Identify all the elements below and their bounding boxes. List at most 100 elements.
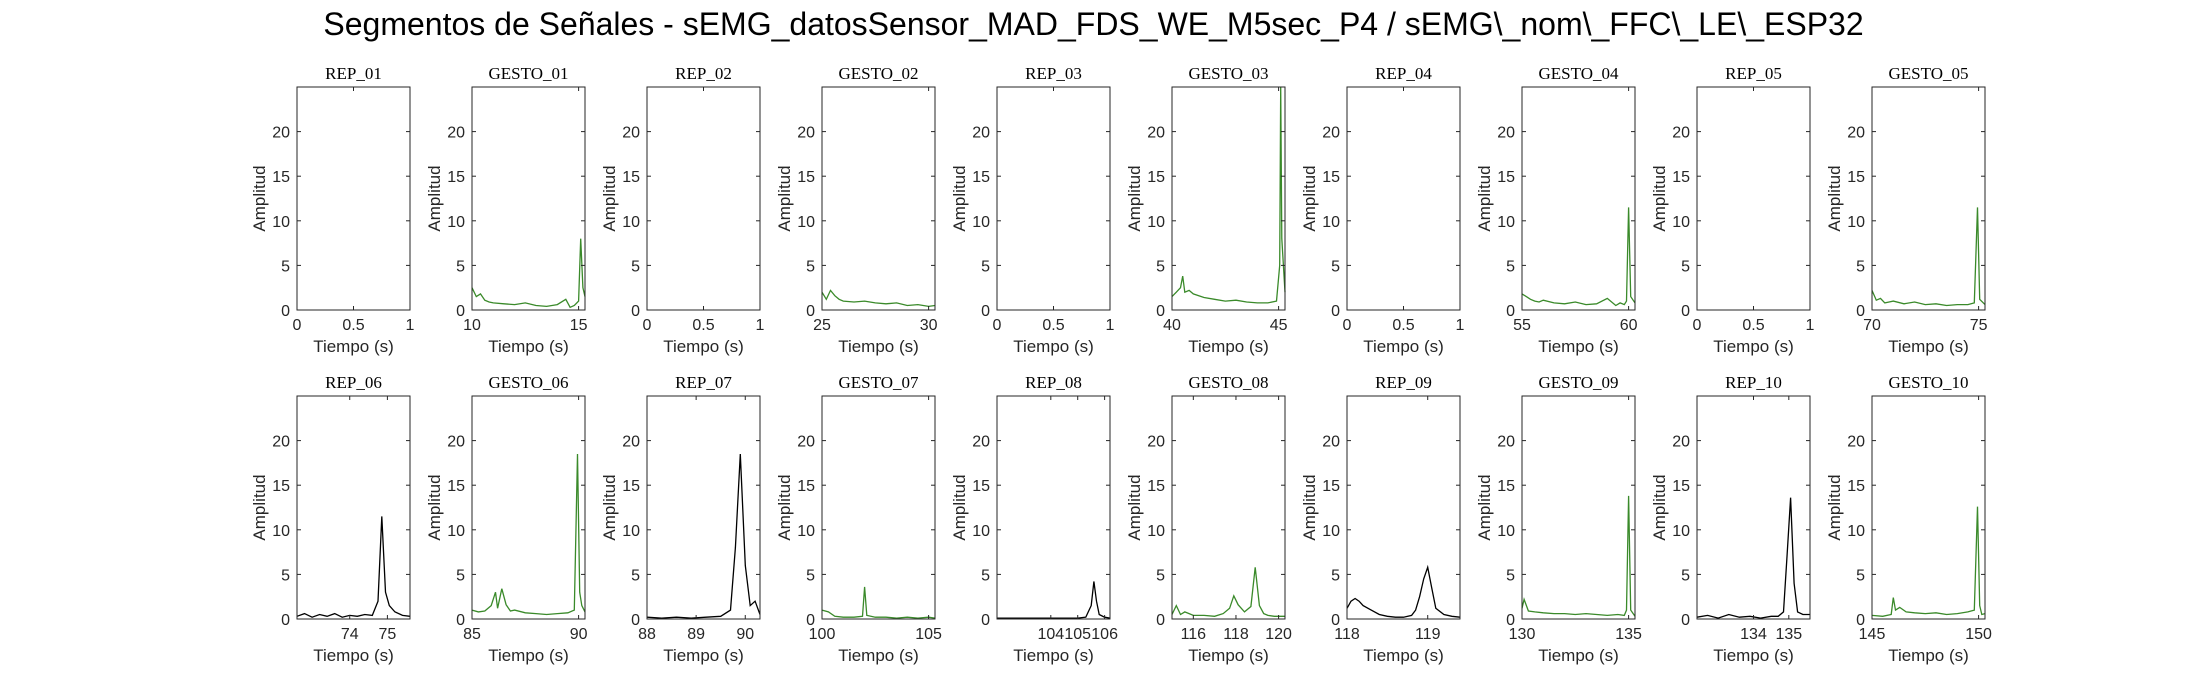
gesto-03-signal-line bbox=[1171, 86, 1286, 304]
rep-04-ytick-label: 20 bbox=[1322, 125, 1340, 142]
rep-06-ytick-label: 20 bbox=[272, 434, 290, 451]
rep-02-ytick-label: 15 bbox=[622, 169, 640, 186]
rep-05-ytick-label: 20 bbox=[1672, 125, 1690, 142]
rep-09-axes-box bbox=[1346, 395, 1461, 620]
rep-03-ytick-label: 20 bbox=[972, 125, 990, 142]
rep-01-title: REP_01 bbox=[325, 64, 382, 83]
rep-04-ytick-label: 5 bbox=[1331, 258, 1340, 275]
rep-03-title: REP_03 bbox=[1025, 64, 1082, 83]
gesto-07-ytick-label: 5 bbox=[806, 567, 815, 584]
rep-05-axes-box bbox=[1696, 86, 1811, 311]
gesto-09-xtick-label: 130 bbox=[1509, 626, 1536, 643]
gesto-08-ytick-label: 0 bbox=[1156, 612, 1165, 629]
rep-03-ylabel: Amplitud bbox=[950, 165, 969, 231]
gesto-01-signal-line bbox=[471, 238, 586, 309]
rep-05-ytick-label: 0 bbox=[1681, 303, 1690, 320]
gesto-05-xtick-label: 75 bbox=[1970, 317, 1988, 334]
gesto-09-ytick-label: 5 bbox=[1506, 567, 1515, 584]
gesto-10-ytick-label: 0 bbox=[1856, 612, 1865, 629]
rep-03-xtick-label: 1 bbox=[1106, 317, 1115, 334]
gesto-01-xtick-label: 15 bbox=[570, 317, 588, 334]
gesto-02-xtick-label: 30 bbox=[920, 317, 938, 334]
rep-07-ytick-label: 20 bbox=[622, 434, 640, 451]
rep-01-xtick-label: 1 bbox=[406, 317, 415, 334]
subplot-gesto-01: 0 5 10 15 20 10 15 GESTO_01 Tiempo (s) Amplitud bbox=[425, 64, 588, 356]
subplot-rep-02: 0 5 10 15 20 0 0.5 1 REP_02 Tiempo (s) Amplitud bbox=[600, 64, 765, 356]
rep-09-title: REP_09 bbox=[1375, 373, 1432, 392]
rep-01-ytick-label: 10 bbox=[272, 214, 290, 231]
rep-03-axes-box bbox=[996, 86, 1111, 311]
gesto-05-ytick-label: 15 bbox=[1847, 169, 1865, 186]
subplot-gesto-06: 0 5 10 15 20 85 90 GESTO_06 Tiempo (s) Amplitud bbox=[425, 373, 588, 665]
rep-04-ytick-label: 0 bbox=[1331, 303, 1340, 320]
rep-10-xtick-label: 134 bbox=[1740, 626, 1767, 643]
gesto-04-signal-line bbox=[1521, 207, 1636, 307]
rep-03-xtick-label: 0 bbox=[993, 317, 1002, 334]
subplot-rep-04: 0 5 10 15 20 0 0.5 1 REP_04 Tiempo (s) Amplitud bbox=[1300, 64, 1465, 356]
gesto-05-ytick-label: 5 bbox=[1856, 258, 1865, 275]
rep-06-ytick-label: 10 bbox=[272, 523, 290, 540]
gesto-05-xtick-label: 70 bbox=[1863, 317, 1881, 334]
gesto-10-title: GESTO_10 bbox=[1889, 373, 1969, 392]
rep-02-xtick-label: 1 bbox=[756, 317, 765, 334]
gesto-03-ytick-label: 15 bbox=[1147, 169, 1165, 186]
rep-06-xtick-label: 75 bbox=[379, 626, 397, 643]
rep-01-axes-box bbox=[296, 86, 411, 311]
gesto-10-signal-line bbox=[1871, 506, 1986, 617]
rep-05-title: REP_05 bbox=[1725, 64, 1782, 83]
rep-10-xtick-label: 135 bbox=[1775, 626, 1802, 643]
rep-08-xtick-label: 106 bbox=[1091, 626, 1118, 643]
gesto-02-ytick-label: 20 bbox=[797, 125, 815, 142]
gesto-02-ytick-label: 5 bbox=[806, 258, 815, 275]
gesto-09-title: GESTO_09 bbox=[1539, 373, 1619, 392]
gesto-01-xlabel: Tiempo (s) bbox=[488, 337, 569, 356]
subplot-rep-07: 0 5 10 15 20 88 89 90 REP_07 Tiempo (s) Amplitud bbox=[600, 373, 761, 665]
rep-09-signal-line bbox=[1346, 564, 1461, 618]
rep-01-xtick-label: 0 bbox=[293, 317, 302, 334]
rep-05-ylabel: Amplitud bbox=[1650, 165, 1669, 231]
rep-03-xtick-label: 0.5 bbox=[1042, 317, 1064, 334]
rep-05-xtick-label: 0.5 bbox=[1742, 317, 1764, 334]
subplot-gesto-02: 0 5 10 15 20 25 30 GESTO_02 Tiempo (s) Amplitud bbox=[775, 64, 938, 356]
rep-09-xlabel: Tiempo (s) bbox=[1363, 646, 1444, 665]
gesto-10-ytick-label: 20 bbox=[1847, 434, 1865, 451]
rep-04-xlabel: Tiempo (s) bbox=[1363, 337, 1444, 356]
gesto-04-ylabel: Amplitud bbox=[1475, 165, 1494, 231]
rep-02-title: REP_02 bbox=[675, 64, 732, 83]
rep-08-xtick-label: 105 bbox=[1064, 626, 1091, 643]
gesto-02-signal-line bbox=[821, 289, 936, 308]
rep-10-ylabel: Amplitud bbox=[1650, 474, 1669, 540]
rep-04-xtick-label: 0 bbox=[1343, 317, 1352, 334]
rep-09-ytick-label: 0 bbox=[1331, 612, 1340, 629]
gesto-02-ytick-label: 0 bbox=[806, 303, 815, 320]
rep-08-axes-box bbox=[996, 395, 1111, 620]
rep-09-xtick-label: 118 bbox=[1334, 626, 1360, 643]
gesto-06-axes-box bbox=[471, 395, 586, 620]
gesto-08-xtick-label: 116 bbox=[1181, 626, 1207, 643]
gesto-07-ytick-label: 10 bbox=[797, 523, 815, 540]
rep-07-xlabel: Tiempo (s) bbox=[663, 646, 744, 665]
figure-title: Segmentos de Señales - sEMG_datosSensor_… bbox=[323, 6, 1864, 42]
rep-10-title: REP_10 bbox=[1725, 373, 1782, 392]
rep-04-ytick-label: 10 bbox=[1322, 214, 1340, 231]
subplot-rep-05: 0 5 10 15 20 0 0.5 1 REP_05 Tiempo (s) Amplitud bbox=[1650, 64, 1815, 356]
rep-01-ytick-label: 5 bbox=[281, 258, 290, 275]
rep-10-ytick-label: 0 bbox=[1681, 612, 1690, 629]
rep-08-ytick-label: 10 bbox=[972, 523, 990, 540]
gesto-08-title: GESTO_08 bbox=[1189, 373, 1269, 392]
rep-06-ytick-label: 5 bbox=[281, 567, 290, 584]
gesto-02-xtick-label: 25 bbox=[813, 317, 831, 334]
rep-08-ytick-label: 0 bbox=[981, 612, 990, 629]
gesto-07-xlabel: Tiempo (s) bbox=[838, 646, 919, 665]
gesto-01-ytick-label: 15 bbox=[447, 169, 465, 186]
rep-06-axes-box bbox=[296, 395, 411, 620]
gesto-06-ytick-label: 15 bbox=[447, 478, 465, 495]
rep-03-xlabel: Tiempo (s) bbox=[1013, 337, 1094, 356]
subplot-gesto-05: 0 5 10 15 20 70 75 GESTO_05 Tiempo (s) Amplitud bbox=[1825, 64, 1988, 356]
gesto-07-ytick-label: 0 bbox=[806, 612, 815, 629]
rep-02-ytick-label: 10 bbox=[622, 214, 640, 231]
rep-07-axes-box bbox=[646, 395, 761, 620]
rep-06-ytick-label: 15 bbox=[272, 478, 290, 495]
gesto-02-ytick-label: 15 bbox=[797, 169, 815, 186]
gesto-05-ytick-label: 20 bbox=[1847, 125, 1865, 142]
